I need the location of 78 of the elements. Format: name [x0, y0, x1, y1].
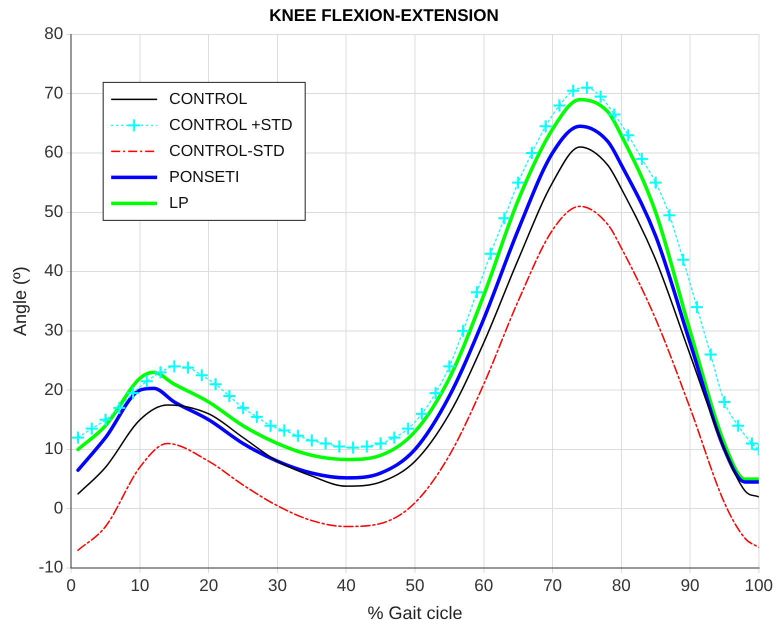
chart-title: KNEE FLEXION-EXTENSION [269, 6, 499, 25]
y-tick-label: 80 [44, 24, 64, 44]
x-tick-label: 30 [268, 576, 287, 595]
point [621, 128, 636, 142]
y-tick-label: 60 [44, 142, 64, 162]
point [552, 98, 566, 113]
x-tick-label: 90 [680, 576, 700, 595]
y-tick-label: -10 [38, 558, 64, 577]
x-tick-label: 80 [612, 576, 631, 595]
point [580, 80, 594, 95]
point [154, 365, 168, 380]
y-tick-label: 70 [44, 83, 64, 102]
point [387, 430, 402, 445]
x-tick-label: 0 [66, 576, 76, 595]
legend-label: CONTROL [169, 90, 248, 108]
point [634, 152, 649, 166]
legend-label: CONTROL +STD [169, 116, 293, 134]
point [470, 285, 484, 300]
point [648, 176, 663, 190]
point [497, 211, 512, 226]
point [374, 436, 388, 450]
point [167, 359, 182, 374]
point [414, 406, 429, 421]
point [360, 439, 374, 454]
x-tick-label: 10 [130, 576, 150, 595]
point [594, 90, 608, 104]
point [140, 374, 154, 388]
x-tick-label: 100 [744, 576, 774, 595]
point [484, 246, 498, 261]
point [71, 430, 86, 445]
legend-label: PONSETI [169, 168, 240, 186]
point [318, 436, 333, 450]
point [222, 389, 236, 404]
point [126, 386, 140, 400]
point [194, 368, 209, 382]
point [524, 146, 539, 160]
point [428, 386, 443, 400]
point [566, 84, 580, 98]
point [717, 394, 732, 409]
y-tick-label: 30 [44, 320, 64, 340]
point [98, 412, 113, 427]
y-tick-label: 10 [44, 439, 64, 458]
y-tick-label: 0 [54, 498, 64, 518]
point [607, 107, 622, 122]
point [690, 300, 704, 314]
point [208, 377, 223, 392]
point [676, 252, 690, 267]
y-tick-label: 20 [44, 380, 64, 399]
point [456, 324, 470, 338]
y-tick-label: 40 [44, 261, 64, 280]
point [181, 360, 196, 375]
x-tick-label: 70 [543, 576, 562, 595]
x-tick-label: 40 [336, 576, 356, 595]
x-tick-label: 20 [199, 576, 218, 595]
point [291, 428, 306, 443]
y-axis-title: Angle (º) [10, 266, 30, 336]
x-tick-label: 60 [474, 576, 494, 595]
point [332, 439, 346, 454]
point [346, 440, 360, 455]
x-tick-label: 50 [406, 576, 424, 595]
legend-label: LP [169, 194, 189, 212]
x-axis-title: % Gait cicle [367, 603, 463, 624]
point [264, 418, 278, 433]
point [112, 400, 126, 415]
point [401, 422, 416, 436]
legend-label: CONTROL-STD [169, 142, 285, 160]
point [704, 348, 718, 362]
point [511, 176, 526, 190]
point [442, 359, 456, 374]
point [731, 418, 746, 433]
point [250, 410, 264, 424]
point [662, 208, 676, 222]
point [304, 434, 319, 448]
y-tick-label: 50 [44, 202, 64, 221]
point [84, 422, 99, 436]
point [538, 119, 553, 134]
point [236, 400, 250, 415]
point [277, 423, 292, 438]
